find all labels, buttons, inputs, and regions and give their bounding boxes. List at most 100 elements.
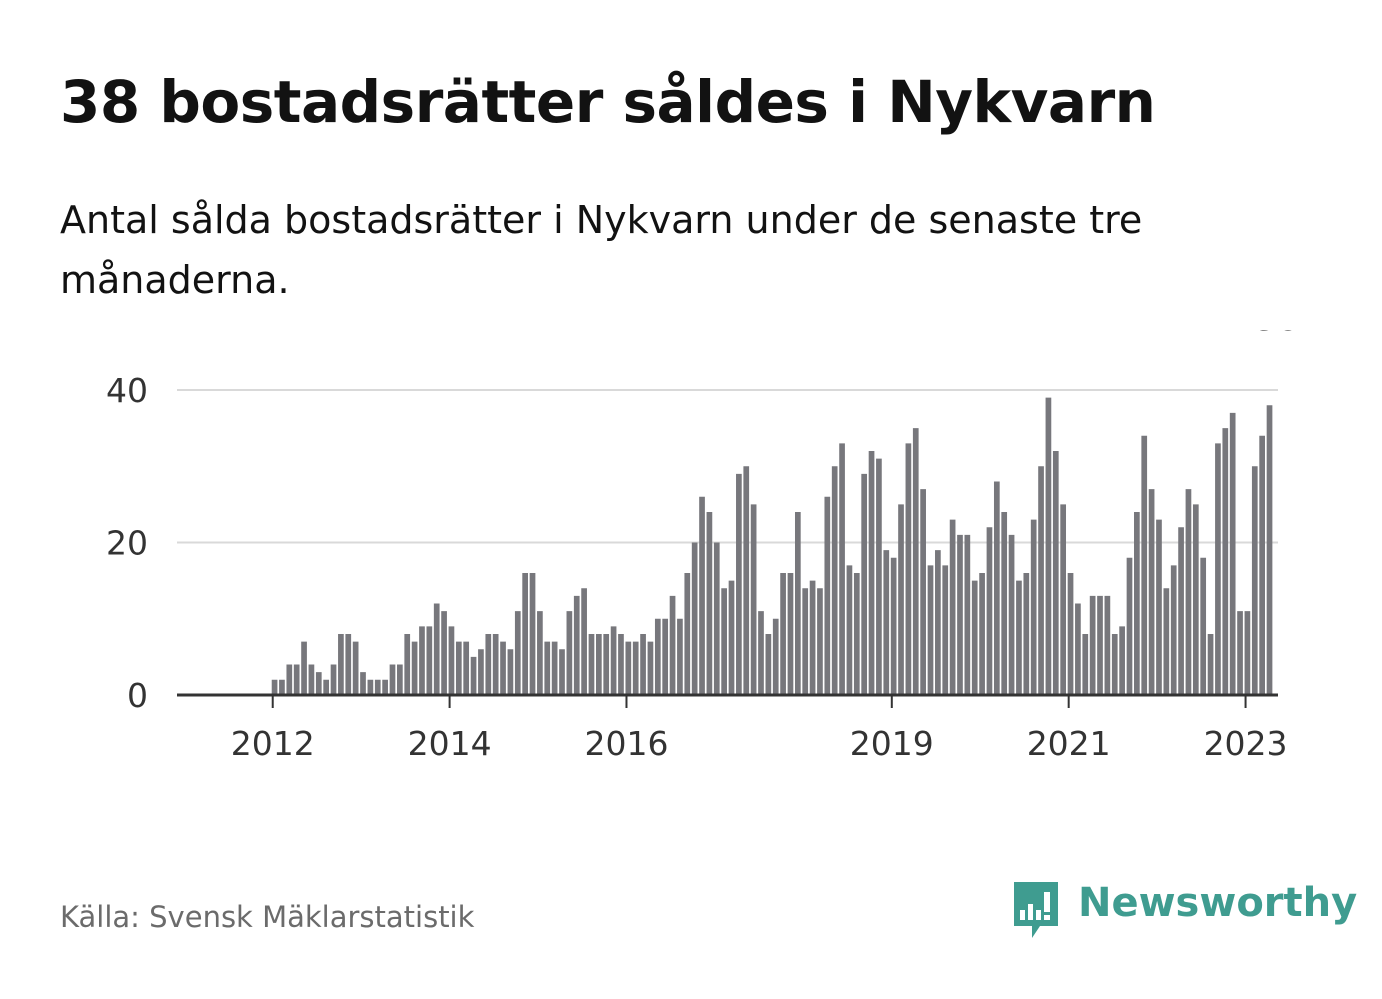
bar [809,580,816,695]
bar [382,679,388,695]
bar [1215,443,1221,695]
bar [426,626,433,695]
bar [964,534,971,695]
bar [1148,489,1155,695]
bar [824,496,831,695]
bar [853,573,860,695]
bar [1237,611,1243,695]
bar [1178,527,1184,695]
bar [514,611,521,695]
bar [1229,412,1236,695]
bar [404,634,411,695]
bar [618,634,624,695]
bar [1126,557,1133,695]
y-tick-label: 0 [127,676,148,715]
bar [699,496,705,695]
bar [1141,435,1148,695]
bar [463,641,470,695]
bar [581,588,587,695]
bar [794,512,801,695]
bar [890,557,897,695]
bar [957,534,963,695]
bar [935,550,941,695]
x-tick-label: 2012 [231,724,315,763]
bar [345,634,352,695]
bar [1008,534,1015,695]
bar [736,473,742,695]
bar [1134,512,1140,695]
bar [772,618,779,695]
bar [625,641,632,695]
bar [551,641,558,695]
bar [389,664,396,695]
bar [640,634,646,695]
bar [758,611,764,695]
bar [1222,428,1229,695]
bar [654,618,661,695]
bar [1045,397,1052,695]
bar [271,679,278,695]
source-note: Källa: Svensk Mäklarstatistik [60,900,475,934]
bar [492,634,499,695]
bar [861,473,868,695]
bar [529,573,536,695]
bar [942,565,949,695]
bar [979,573,985,695]
bar [986,527,993,695]
x-tick-label: 2019 [850,724,934,763]
y-tick-label: 20 [106,524,148,563]
bar [559,649,565,695]
bar [1030,519,1037,695]
bar [315,672,322,695]
bar [993,481,1000,695]
bar [308,664,315,695]
bar-chart: 0 20 40 2012 2014 2016 2019 2021 2023 38 [106,330,1299,763]
bar [743,466,750,695]
bar [787,573,794,695]
x-tick-label: 2016 [584,724,668,763]
bar [728,580,735,695]
bar [706,512,713,695]
bar [507,649,514,695]
bar [817,588,823,695]
bar [1207,634,1214,695]
bar [780,573,786,695]
bar [566,611,573,695]
bar [367,679,374,695]
bar [500,641,506,695]
bar [647,641,654,695]
bar [691,542,698,695]
bar [1060,504,1067,695]
bar [927,565,934,695]
bar [330,664,337,695]
newsworthy-logo-icon [1014,882,1058,938]
bar [713,542,720,695]
chart-subtitle: Antal sålda bostadsrätter i Nykvarn unde… [60,198,1143,302]
bar [573,595,580,695]
bar [1082,634,1089,695]
bar [433,603,440,695]
bar [1089,595,1096,695]
bar [374,679,381,695]
bar [971,580,978,695]
bar [831,466,838,695]
bar [905,443,912,695]
bar [470,656,477,695]
bar [610,626,617,695]
bar [301,641,307,695]
bar [1016,580,1022,695]
bar [1156,519,1162,695]
bar [1266,405,1273,695]
bar [802,588,809,695]
bar [721,588,727,695]
bar [669,595,676,695]
bar [662,618,669,695]
y-tick-label: 40 [106,371,148,410]
bar [1192,504,1199,695]
bar [1200,557,1207,695]
bar [544,641,551,695]
bar [1185,489,1192,695]
bar [1111,634,1118,695]
bar [949,519,956,695]
bar [338,634,344,695]
